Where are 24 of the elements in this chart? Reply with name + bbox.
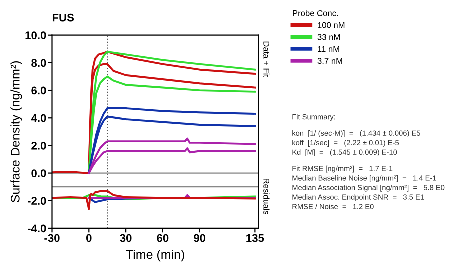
y-axis-title: Surface Density (ng/mm²) bbox=[10, 61, 22, 203]
y-tick-label: 0.0 bbox=[32, 170, 46, 178]
legend-label: 100 nM bbox=[318, 22, 345, 28]
text: Residuals bbox=[264, 178, 270, 215]
y-tick-label: 2.0 bbox=[32, 142, 46, 150]
x-tick-label: 60 bbox=[157, 234, 169, 242]
y-tick-label: 8.0 bbox=[32, 59, 46, 68]
legend-label: 33 nM bbox=[318, 34, 340, 40]
x-tick-label: 90 bbox=[194, 234, 206, 242]
chart-title: FUS bbox=[52, 14, 74, 22]
x-tick-label: 0 bbox=[86, 234, 92, 242]
text: Data + Fit bbox=[264, 42, 270, 78]
x-axis-title: Time (min) bbox=[126, 250, 184, 262]
x-tick-label: -30 bbox=[44, 234, 60, 242]
legend-label: 3.7 nM bbox=[318, 58, 342, 64]
y-tick-label: 4.0 bbox=[31, 114, 46, 122]
y-tick-label: 10.0 bbox=[26, 32, 46, 40]
legend-title: Probe Conc. bbox=[293, 10, 338, 16]
y-tick-label: 6.0 bbox=[32, 86, 46, 95]
legend-label: 11 nM bbox=[318, 46, 340, 52]
x-tick-label: 30 bbox=[120, 234, 132, 242]
x-tick-label: 135 bbox=[246, 234, 264, 242]
y-tick-label: -2.0 bbox=[28, 197, 46, 206]
y-tick-label: -4.0 bbox=[28, 224, 46, 233]
